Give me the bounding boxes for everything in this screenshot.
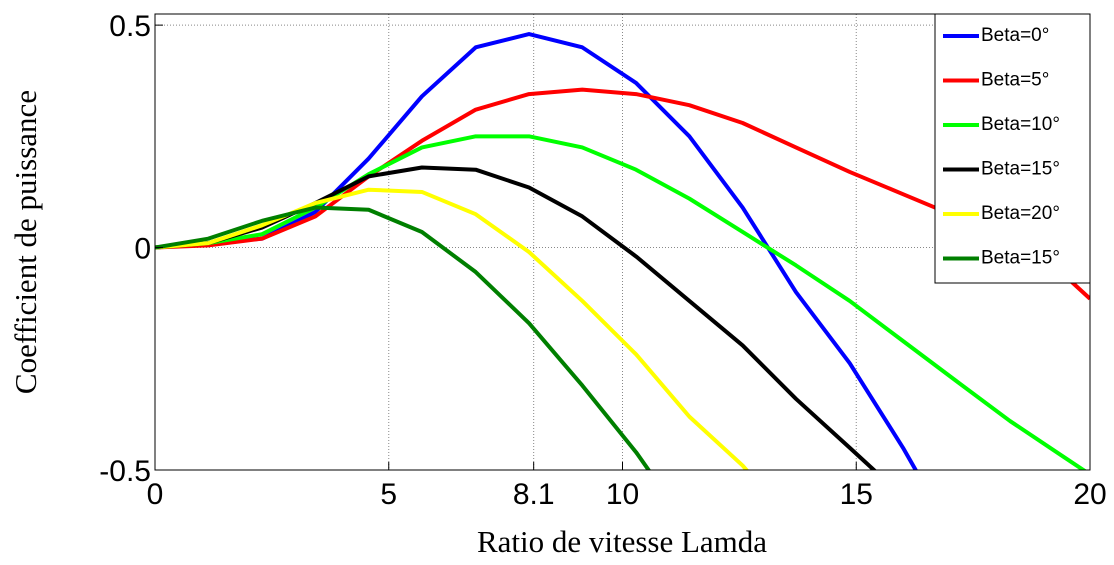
x-axis-label: Ratio de vitesse Lamda: [477, 524, 767, 559]
x-tick-label: 20: [1073, 478, 1106, 511]
x-tick-label: 10: [606, 478, 639, 511]
series-line: [155, 32, 918, 470]
series-line: [155, 205, 652, 470]
legend-label: Beta=5°: [981, 70, 1049, 91]
legend-label: Beta=10°: [981, 114, 1060, 135]
y-tick-label: -0.5: [99, 455, 151, 488]
x-tick-label: 0: [147, 478, 164, 511]
y-axis-label: Coefficient de puissance: [8, 90, 43, 394]
legend-label: Beta=20°: [981, 203, 1060, 224]
y-tick-label: 0.5: [109, 10, 151, 43]
legend-label: Beta=15°: [981, 248, 1060, 269]
x-tick-label: 5: [380, 478, 397, 511]
legend-box: [934, 13, 1091, 284]
legend-label: Beta=0°: [981, 25, 1049, 46]
x-tick-label: 8.1: [513, 478, 555, 511]
y-tick-label: 0: [134, 233, 151, 266]
series-line: [155, 187, 750, 470]
legend-label: Beta=15°: [981, 159, 1060, 180]
x-tick-label: 15: [840, 478, 873, 511]
